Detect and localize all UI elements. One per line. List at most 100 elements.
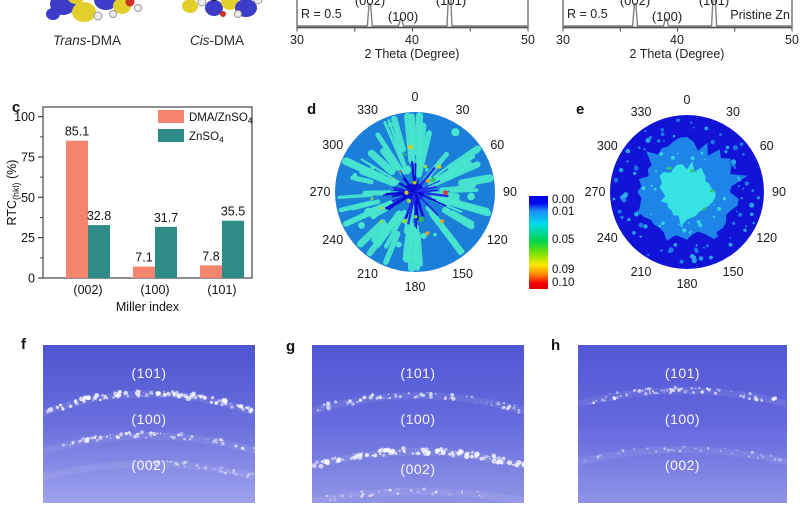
angle-label-180: 180: [676, 277, 698, 291]
x-tick-label: 30: [556, 33, 570, 47]
panel-letter-h: h: [551, 337, 561, 354]
ring-label-101: (101): [400, 365, 436, 381]
peak-label-100: (100): [651, 9, 683, 24]
angle-label-60: 60: [490, 137, 505, 152]
y-tick-label: 100: [14, 110, 35, 124]
diffraction-image-g-plot: [312, 345, 524, 503]
panel-letter-g: g: [286, 338, 296, 355]
bar-DMA/ZnSO4-(101): [200, 265, 222, 278]
trans-rest: -DMA: [86, 33, 122, 48]
panel-letter-f: f: [21, 336, 26, 353]
x-tick-label: 50: [521, 33, 535, 47]
angle-label-270: 270: [584, 185, 606, 199]
angle-label-150: 150: [722, 264, 744, 279]
angle-label-330: 330: [357, 102, 378, 117]
trans-italic: Trans: [52, 33, 87, 48]
x-axis-title: 2 Theta (Degree): [364, 47, 460, 61]
bar-value-label: 7.8: [202, 249, 219, 263]
cis-italic: Cis: [190, 33, 210, 48]
ring-label-101: (101): [664, 365, 701, 381]
bar-ZnSO4-(002): [88, 225, 110, 278]
bar-ZnSO4-(100): [155, 226, 177, 278]
ring-label-002: (002): [131, 457, 167, 473]
angle-label-30: 30: [455, 102, 470, 117]
x-tick-label: 40: [405, 33, 419, 47]
angle-label-240: 240: [322, 232, 344, 247]
bar-value-label: 31.7: [154, 211, 178, 225]
x-axis-title: 2 Theta (Degree): [629, 47, 725, 61]
angle-label-180: 180: [404, 280, 426, 294]
colorbar-tick-0.00: 0.00: [552, 193, 575, 206]
y-axis-title: RTC(hkl) (%): [5, 160, 21, 226]
peak-label-100: (100): [387, 9, 419, 24]
peak-label-101: (101): [698, 0, 730, 8]
legend-swatch-ZnSO4: [158, 129, 184, 142]
cis-rest: -DMA: [209, 33, 245, 48]
colorbar-gradient: [529, 196, 548, 289]
diffraction-image-h-plot: [578, 345, 787, 503]
bar-value-label: 7.1: [135, 251, 152, 265]
r-ratio-label: R = 0.5: [301, 7, 342, 21]
colorbar: 0.00 0.01 0.05 0.09 0.10: [529, 193, 591, 294]
peak-label-002: (002): [354, 0, 386, 8]
ring-label-002: (002): [664, 457, 701, 473]
xrd-panel-1: R = 0.5 (002) (100) (101) 30 40 50 2 The…: [290, 0, 540, 64]
diffraction-image-f: (101) (100) (002): [43, 345, 255, 503]
bar-DMA/ZnSO4-(100): [133, 266, 155, 278]
pole-figure-d: 0 30 60 90 120 150 180 210 240 270 300 330: [303, 90, 533, 307]
panel-letter-e: e: [576, 101, 585, 118]
angle-label-60: 60: [759, 139, 774, 153]
colorbar-tick-0.01: 0.01: [552, 205, 575, 218]
x-tick-label: (100): [140, 283, 169, 297]
legend-label-DMA/ZnSO4: DMA/ZnSO4: [189, 112, 253, 126]
angle-label-300: 300: [596, 139, 618, 153]
r-ratio-label: R = 0.5: [567, 7, 608, 21]
diffraction-image-f-plot: [43, 345, 255, 503]
xrd-plot-1: [296, 0, 529, 32]
diffraction-image-g: (101) (100) (002): [312, 345, 524, 503]
y-tick-label: 25: [21, 231, 35, 245]
xrd-plot-2: [562, 0, 793, 32]
pristine-zn-label: Pristine Zn: [730, 8, 790, 22]
bar-value-label: 85.1: [65, 125, 89, 139]
pole-figure-e: 0 30 60 90 120 150 180 210 240 270 300 330: [577, 93, 797, 307]
ring-label-101: (101): [131, 365, 167, 381]
bar-value-label: 32.8: [87, 209, 111, 223]
pole-figure-e-plot: [610, 115, 764, 269]
angle-label-150: 150: [452, 267, 473, 282]
ring-label-100: (100): [664, 411, 701, 427]
xrd-curve: [564, 0, 791, 27]
angle-label-90: 90: [503, 185, 517, 199]
x-tick-label: (002): [73, 283, 102, 297]
angle-label-120: 120: [486, 232, 508, 247]
legend-swatch-DMA/ZnSO4: [158, 110, 184, 123]
angle-label-210: 210: [630, 264, 652, 279]
diffraction-image-h: (101) (100) (002): [578, 345, 787, 503]
ring-label-002: (002): [400, 461, 436, 477]
ring-label-100: (100): [131, 411, 167, 427]
cis-dma-label: Cis-DMA: [190, 33, 244, 48]
angle-label-30: 30: [726, 105, 740, 120]
angle-label-0: 0: [683, 93, 691, 107]
x-tick-label: 40: [670, 33, 684, 47]
angle-label-90: 90: [772, 185, 786, 199]
y-tick-label: 50: [21, 191, 35, 205]
bar-chart: 0 25 50 75 100 RTC(hkl) (%) 85.1 32.8 (002) 7.1 31…: [5, 106, 253, 314]
xrd-curve: [298, 0, 527, 27]
x-tick-label: 50: [785, 33, 799, 47]
angle-label-270: 270: [309, 185, 331, 199]
peak-label-002: (002): [619, 0, 651, 8]
colorbar-tick-0.10: 0.10: [552, 277, 575, 290]
x-tick-label: 30: [290, 33, 304, 47]
colorbar-tick-0.05: 0.05: [552, 233, 575, 246]
xrd-panel-2: R = 0.5 (002) (100) (101) Pristine Zn 30…: [556, 0, 800, 64]
angle-label-300: 300: [322, 137, 344, 152]
peak-label-101: (101): [435, 0, 467, 8]
angle-label-330: 330: [630, 105, 652, 120]
legend-label-ZnSO4: ZnSO4: [189, 131, 224, 145]
ring-label-100: (100): [400, 411, 436, 427]
bar-DMA/ZnSO4-(002): [66, 140, 88, 278]
molecule-orbital-images: [46, 0, 263, 22]
molecule-cis-dma: [182, 0, 263, 18]
